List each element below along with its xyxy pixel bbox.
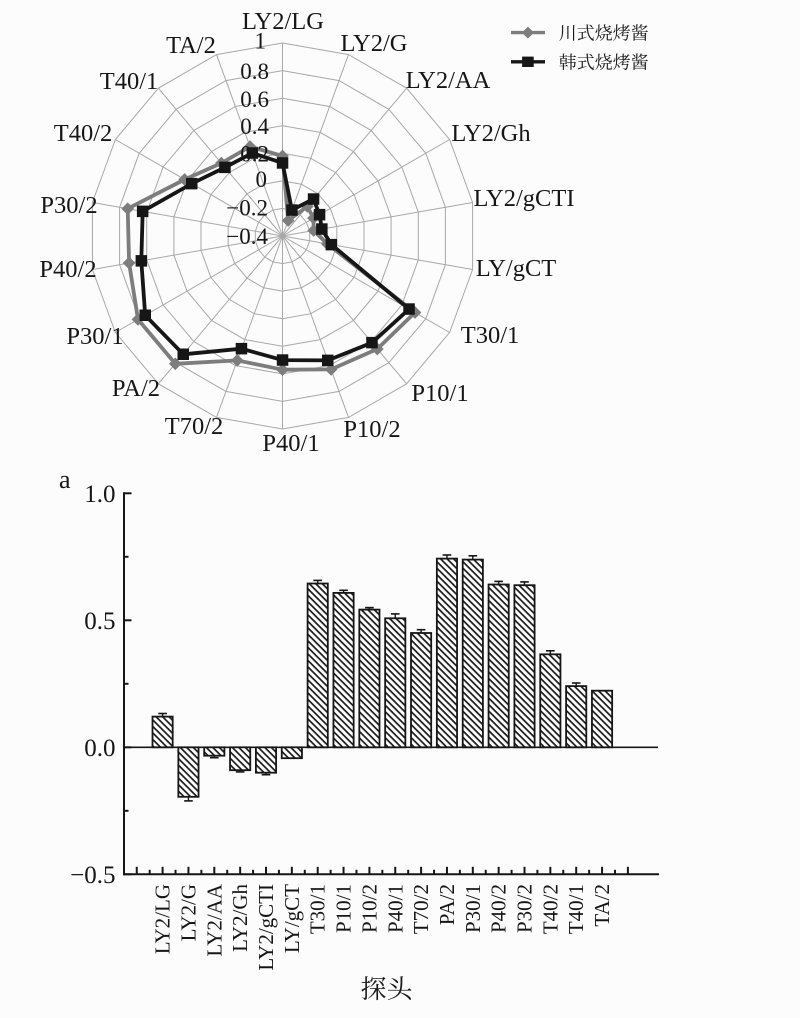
svg-text:T40/1: T40/1 [100, 68, 159, 95]
svg-text:LY/gCT: LY/gCT [280, 884, 304, 953]
svg-text:P40/2: P40/2 [39, 256, 96, 283]
svg-text:a: a [59, 465, 71, 494]
svg-text:0.8: 0.8 [240, 59, 269, 84]
svg-text:LY2/G: LY2/G [176, 884, 200, 941]
svg-text:P10/2: P10/2 [343, 416, 400, 443]
svg-text:P40/1: P40/1 [262, 430, 319, 457]
svg-text:0: 0 [256, 167, 268, 192]
svg-text:LY2/LG: LY2/LG [151, 884, 175, 954]
svg-text:T70/2: T70/2 [165, 413, 224, 440]
svg-text:0.2: 0.2 [240, 141, 269, 166]
svg-text:P40/1: P40/1 [383, 884, 407, 933]
svg-text:0.0: 0.0 [84, 735, 115, 762]
svg-text:T40/2: T40/2 [538, 884, 562, 934]
svg-text:P10/1: P10/1 [332, 884, 356, 933]
svg-text:T70/2: T70/2 [409, 884, 433, 934]
svg-text:T30/1: T30/1 [306, 884, 330, 934]
svg-text:−0.5: −0.5 [70, 862, 115, 889]
svg-text:LY2/LG: LY2/LG [242, 8, 324, 35]
svg-text:P30/1: P30/1 [461, 884, 485, 933]
svg-text:LY2/Gh: LY2/Gh [228, 884, 252, 952]
svg-text:TA/2: TA/2 [590, 884, 614, 927]
svg-text:P30/2: P30/2 [513, 884, 537, 933]
svg-text:P40/2: P40/2 [487, 884, 511, 933]
svg-text:0.4: 0.4 [240, 114, 269, 139]
svg-text:1.0: 1.0 [84, 481, 115, 508]
svg-text:P10/1: P10/1 [411, 380, 468, 407]
svg-text:PA/2: PA/2 [112, 375, 160, 402]
svg-text:P10/2: P10/2 [357, 884, 381, 933]
svg-text:0.5: 0.5 [84, 608, 115, 635]
svg-text:LY2/AA: LY2/AA [406, 67, 491, 94]
svg-text:LY2/G: LY2/G [341, 30, 408, 57]
svg-text:−0.4: −0.4 [226, 224, 268, 249]
svg-text:LY2/AA: LY2/AA [202, 883, 226, 956]
svg-text:TA/2: TA/2 [166, 32, 216, 59]
svg-text:LY2/Gh: LY2/Gh [451, 120, 530, 147]
svg-text:T40/2: T40/2 [54, 120, 113, 147]
svg-text:T40/1: T40/1 [564, 884, 588, 934]
svg-text:LY/gCT: LY/gCT [476, 255, 557, 282]
svg-text:P30/1: P30/1 [66, 323, 123, 350]
svg-text:LY2/gCTI: LY2/gCTI [254, 884, 278, 971]
svg-text:1: 1 [255, 29, 267, 54]
svg-text:LY2/gCTI: LY2/gCTI [474, 185, 575, 212]
svg-text:0.6: 0.6 [240, 87, 269, 112]
svg-text:−0.2: −0.2 [226, 196, 268, 221]
svg-text:T30/1: T30/1 [461, 322, 520, 349]
svg-text:PA/2: PA/2 [435, 884, 459, 925]
svg-text:P30/2: P30/2 [40, 192, 97, 219]
